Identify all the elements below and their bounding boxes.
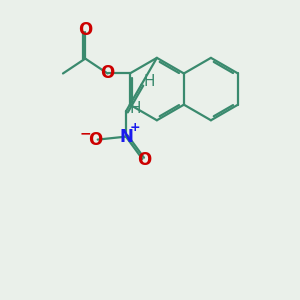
Text: O: O bbox=[100, 64, 115, 82]
Text: −: − bbox=[80, 127, 91, 141]
Text: +: + bbox=[130, 121, 140, 134]
Text: H: H bbox=[143, 74, 154, 88]
Text: N: N bbox=[119, 128, 133, 146]
Text: O: O bbox=[137, 152, 151, 169]
Text: O: O bbox=[88, 130, 102, 148]
Text: O: O bbox=[78, 21, 92, 39]
Text: H: H bbox=[129, 101, 141, 116]
